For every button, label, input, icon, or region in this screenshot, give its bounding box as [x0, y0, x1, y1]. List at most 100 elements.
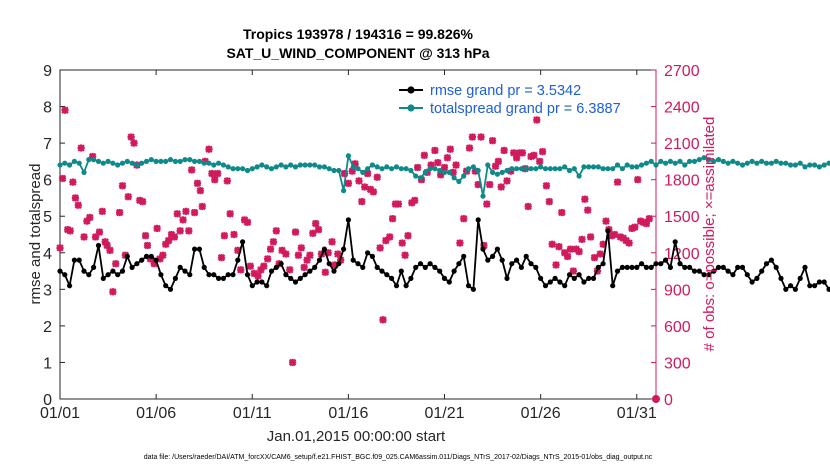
- series-point-rmse: [701, 272, 707, 278]
- series-point-totalspread: [672, 160, 678, 166]
- series-point-rmse: [393, 283, 400, 289]
- series-point-totalspread: [268, 166, 275, 172]
- series-point-totalspread: [244, 167, 251, 174]
- series-point-totalspread: [528, 166, 534, 172]
- y2-axis-label: # of obs: o=possible; ×=assimilated: [701, 117, 718, 352]
- series-point-rmse: [663, 257, 669, 263]
- series-point-rmse: [792, 286, 799, 292]
- series-point-rmse: [86, 272, 92, 278]
- obs-marker: [361, 183, 369, 191]
- obs-marker: [548, 240, 556, 248]
- obs-marker: [558, 208, 566, 217]
- series-point-rmse: [542, 283, 549, 289]
- series-point-totalspread: [562, 164, 568, 170]
- series-point-totalspread: [480, 193, 486, 199]
- series-point-totalspread: [600, 166, 606, 172]
- obs-marker: [468, 133, 477, 141]
- series-point-totalspread: [744, 160, 750, 166]
- obs-marker: [500, 146, 508, 155]
- series-point-rmse: [456, 261, 462, 267]
- series-point-rmse: [778, 275, 784, 281]
- obs-marker: [602, 217, 610, 225]
- obs-marker: [503, 177, 511, 185]
- series-point-totalspread: [639, 162, 645, 168]
- obs-marker: [443, 154, 452, 162]
- series-point-rmse: [264, 283, 270, 289]
- obs-marker: [420, 151, 428, 159]
- series-point-totalspread: [143, 158, 150, 164]
- obs-marker: [61, 106, 69, 114]
- series-point-totalspread: [312, 162, 318, 168]
- series-point-rmse: [288, 275, 294, 281]
- series-point-totalspread: [297, 162, 303, 168]
- series-point-totalspread: [225, 164, 231, 170]
- obs-marker: [575, 247, 583, 256]
- series-point-rmse: [360, 264, 366, 270]
- series-point-totalspread: [677, 158, 683, 164]
- obs-marker: [286, 266, 294, 274]
- obs-marker: [486, 180, 494, 189]
- obs-possible-marker: [652, 395, 660, 403]
- obs-marker: [196, 186, 205, 195]
- obs-marker: [288, 358, 297, 367]
- series-point-rmse: [331, 268, 337, 274]
- series-point-totalspread: [408, 167, 414, 174]
- series-point-rmse: [490, 253, 496, 259]
- series-point-rmse: [494, 246, 500, 252]
- series-point-totalspread: [533, 166, 539, 172]
- series-point-rmse: [677, 261, 683, 267]
- x-tick-label: 01/16: [328, 405, 368, 422]
- series-point-totalspread: [220, 162, 226, 168]
- series-point-rmse: [81, 268, 87, 274]
- series-point-totalspread: [802, 164, 808, 170]
- series-point-rmse: [461, 253, 467, 259]
- series-point-totalspread: [355, 166, 361, 172]
- series-point-rmse: [706, 272, 712, 278]
- series-point-rmse: [672, 239, 678, 245]
- series-point-totalspread: [182, 157, 188, 163]
- obs-marker: [494, 157, 503, 166]
- series-point-totalspread: [465, 166, 472, 172]
- series-point-rmse: [691, 268, 698, 274]
- series-point-rmse: [826, 286, 830, 292]
- series-point-rmse: [739, 264, 746, 270]
- series-point-totalspread: [788, 162, 794, 168]
- series-point-rmse: [605, 228, 611, 234]
- series-point-totalspread: [768, 160, 775, 166]
- series-point-totalspread: [711, 158, 717, 164]
- series-point-rmse: [773, 264, 779, 270]
- series-point-rmse: [216, 275, 222, 281]
- series-point-totalspread: [254, 164, 260, 170]
- y-axis-label: rmse and totalspread: [27, 164, 44, 305]
- series-point-rmse: [754, 275, 760, 281]
- series-point-totalspread: [586, 164, 592, 170]
- series-point-rmse: [816, 279, 823, 285]
- series-point-totalspread: [57, 162, 63, 168]
- obs-marker: [56, 244, 64, 252]
- series-point-totalspread: [350, 164, 356, 170]
- series-point-rmse: [230, 272, 236, 278]
- series-point-rmse: [518, 264, 525, 270]
- obs-marker: [411, 196, 419, 205]
- obs-marker: [112, 260, 120, 268]
- series-point-rmse: [326, 261, 332, 267]
- obs-marker: [483, 200, 491, 208]
- series-point-rmse: [413, 264, 419, 270]
- series-point-totalspread: [475, 167, 481, 174]
- series-point-rmse: [538, 275, 544, 281]
- series-point-totalspread: [76, 160, 82, 166]
- y-tick-label: 8: [43, 100, 52, 117]
- obs-marker: [266, 245, 275, 253]
- obs-marker: [190, 208, 199, 217]
- series-point-rmse: [552, 275, 558, 281]
- obs-marker: [230, 230, 238, 239]
- series-point-totalspread: [792, 162, 799, 168]
- obs-marker: [176, 227, 184, 235]
- obs-marker: [263, 255, 272, 263]
- series-point-rmse: [797, 275, 803, 281]
- series-point-totalspread: [682, 162, 688, 168]
- series-point-totalspread: [139, 160, 145, 166]
- y-tick-label: 3: [43, 282, 52, 299]
- series-point-totalspread: [629, 164, 635, 170]
- series-point-totalspread: [816, 164, 823, 170]
